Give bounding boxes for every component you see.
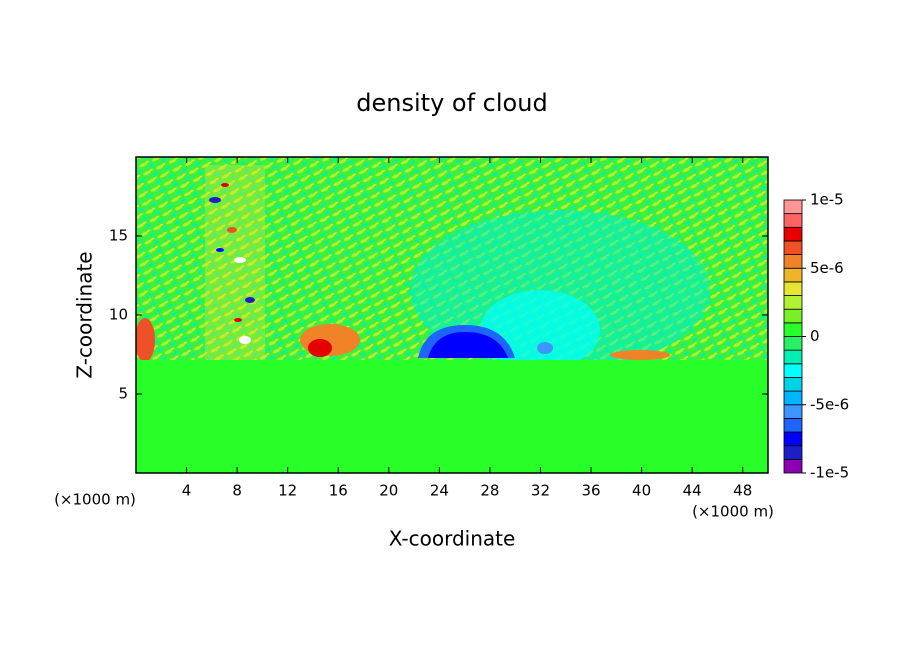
colorbar-segment xyxy=(783,349,803,365)
x-tick-label: 48 xyxy=(733,482,752,500)
noisy-column-specks xyxy=(209,183,255,344)
x-axis-label: X-coordinate xyxy=(389,527,516,551)
colorbar-tick-label: 0 xyxy=(810,327,820,345)
x-tick-label: 20 xyxy=(379,482,398,500)
chart-title: density of cloud xyxy=(356,89,547,117)
orange-patch xyxy=(610,350,670,360)
x-tick-label: 16 xyxy=(329,482,348,500)
colorbar-segment xyxy=(783,390,803,406)
colorbar-segment xyxy=(783,431,803,447)
x-tick-label: 24 xyxy=(430,482,449,500)
colorbar-tick-label: -5e-6 xyxy=(810,395,849,413)
colorbar-tick-label: 5e-6 xyxy=(810,259,844,277)
noisy-column xyxy=(205,165,265,360)
blue-spot xyxy=(537,342,553,354)
colorbar-tick-label: -1e-5 xyxy=(810,464,849,482)
colorbar-segment xyxy=(783,363,803,378)
x-unit: (×1000 m) xyxy=(692,503,774,521)
y-tick-label: 15 xyxy=(109,227,128,245)
colorbar-segment xyxy=(783,213,803,228)
y-unit: (×1000 m) xyxy=(54,491,136,509)
x-tick-label: 40 xyxy=(632,482,651,500)
colorbar-segment xyxy=(783,226,803,242)
colorbar-segment xyxy=(783,254,803,269)
field-lower xyxy=(136,360,768,473)
x-tick-label: 44 xyxy=(683,482,702,500)
colorbar-segment xyxy=(783,267,803,283)
y-tick-label: 5 xyxy=(118,385,128,403)
blue-dome-core xyxy=(428,332,508,358)
x-tick-label: 28 xyxy=(480,482,499,500)
field xyxy=(136,157,768,473)
colorbar-segment xyxy=(783,240,803,255)
colorbar-segment xyxy=(783,404,803,419)
colorbar-segment xyxy=(783,322,803,337)
colorbar-segment xyxy=(783,336,803,351)
x-tick-label: 32 xyxy=(531,482,550,500)
colorbar-segment xyxy=(783,295,803,310)
x-tick-label: 8 xyxy=(232,482,242,500)
colorbar-segment xyxy=(783,458,803,474)
x-tick-label: 4 xyxy=(182,482,192,500)
colorbar-tick-label: 1e-5 xyxy=(810,191,844,209)
colorbar-segment xyxy=(783,417,803,433)
colorbar-segment xyxy=(783,199,803,215)
y-axis-label: Z-coordinate xyxy=(73,251,97,378)
red-patch xyxy=(308,339,332,357)
colorbar-segment xyxy=(783,308,803,324)
x-tick-label: 36 xyxy=(581,482,600,500)
x-tick-label: 12 xyxy=(278,482,297,500)
y-tick-label: 10 xyxy=(109,306,128,324)
colorbar-segment xyxy=(783,445,803,460)
colorbar-segment xyxy=(783,281,803,296)
colorbar-segment xyxy=(783,377,803,392)
red-patch xyxy=(136,318,155,362)
